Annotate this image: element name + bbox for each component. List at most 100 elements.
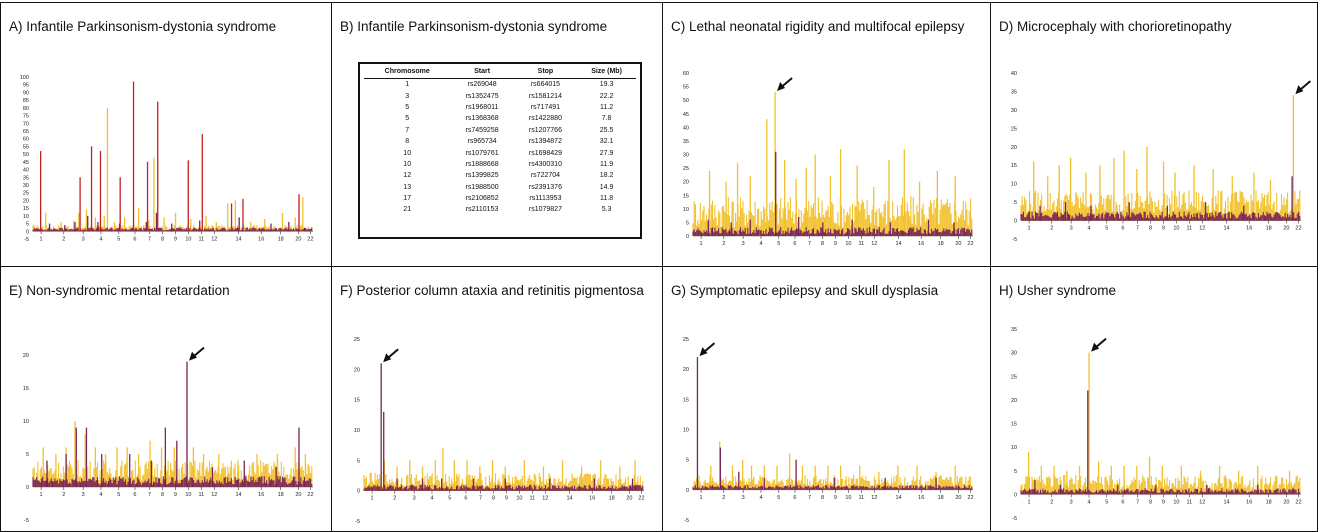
table-cell: rs1394872 <box>528 138 562 146</box>
x-tick-label: 4 <box>759 241 762 247</box>
x-tick-label: 22 <box>307 492 313 498</box>
table-header-cell: Size (Mb) <box>577 66 636 79</box>
x-tick-label: 4 <box>1087 226 1090 232</box>
table-cell: 17 <box>403 195 412 203</box>
table-cell: rs4300310 <box>528 160 562 168</box>
x-tick-label: 18 <box>938 495 944 501</box>
x-tick-label: 8 <box>821 241 824 247</box>
x-tick-label: 10 <box>185 236 191 242</box>
x-tick-label: 3 <box>742 495 745 501</box>
y-tick-label: 15 <box>354 398 360 404</box>
x-tick-label: 9 <box>834 495 837 501</box>
table-cell: 11.9 <box>600 160 614 168</box>
y-tick-label: 0 <box>686 234 689 240</box>
y-tick-label: -5 <box>1012 237 1017 243</box>
table-cell: 10 <box>403 160 412 168</box>
x-tick-label: 2 <box>722 495 725 501</box>
y-tick-label: 20 <box>354 367 360 373</box>
y-tick-label: 0 <box>26 229 29 235</box>
x-tick-label: 10 <box>516 496 522 502</box>
segment-table: Chromosome Start Stop Size (Mb) 1 rs26904… <box>364 66 636 216</box>
y-tick-label: 70 <box>23 121 29 127</box>
x-tick-label: 22 <box>1295 499 1301 505</box>
x-tick-label: 9 <box>174 236 177 242</box>
y-tick-label: -5 <box>684 518 689 524</box>
y-tick-label: -5 <box>1012 516 1017 522</box>
y-tick-label: 0 <box>1014 492 1017 498</box>
x-tick-label: 7 <box>1136 499 1139 505</box>
table-cell: 27.9 <box>599 149 614 157</box>
series-purple <box>32 212 313 232</box>
x-tick-label: 11 <box>1186 226 1192 232</box>
y-tick-label: 60 <box>23 137 29 143</box>
y-tick-label: 95 <box>23 83 29 89</box>
x-tick-label: 8 <box>1149 226 1152 232</box>
x-tick-label: 2 <box>393 496 396 502</box>
panel-h: H) Usher syndrome -5 0 5 10 15 20 25 30 35 1 2 3 4 5 6… <box>990 266 1318 532</box>
y-tick-label: 25 <box>23 191 29 197</box>
x-tick-label: 8 <box>161 236 164 242</box>
y-tick-label: 40 <box>1011 71 1017 77</box>
table-cell: rs1422880 <box>528 115 562 123</box>
table-cell: 5 <box>405 103 410 111</box>
x-tick-label: 8 <box>1149 499 1152 505</box>
y-tick-label: 0 <box>1014 219 1017 225</box>
x-tick-label: 8 <box>821 495 824 501</box>
x-tick-label: 22 <box>967 241 973 247</box>
x-tick-label: 10 <box>845 241 851 247</box>
series-yellow <box>1020 95 1301 221</box>
table-row: 10 rs1079761 rs1698429 27.9 <box>364 147 636 158</box>
y-tick-label: 15 <box>683 397 689 403</box>
x-tick-label: 22 <box>638 496 644 502</box>
x-tick-label: 12 <box>211 492 217 498</box>
table-cell: 11.8 <box>600 195 614 203</box>
x-tick-label: 20 <box>955 241 961 247</box>
y-tick-label: 50 <box>23 152 29 158</box>
series-yellow <box>692 441 973 490</box>
y-tick-label: 35 <box>683 139 689 145</box>
table-row: 5 rs1968011 rs717491 11.2 <box>364 102 636 113</box>
table-cell: rs1698429 <box>528 149 562 157</box>
table-cell: 10 <box>403 149 412 157</box>
x-tick-label: 18 <box>278 236 284 242</box>
x-tick-label: 10 <box>1173 499 1179 505</box>
x-tick-label: 9 <box>505 496 508 502</box>
x-tick-label: 16 <box>258 492 264 498</box>
x-tick-label: 2 <box>62 236 65 242</box>
series-red <box>39 81 300 232</box>
panel-d-title: D) Microcephaly with chorioretinopathy <box>999 19 1232 34</box>
x-tick-label: 10 <box>1173 226 1179 232</box>
x-tick-label: 6 <box>1121 499 1124 505</box>
panel-a: A) Infantile Parkinsonism-dystonia syndr… <box>0 2 333 268</box>
arrow-annotation <box>777 77 793 92</box>
table-cell: rs1399825 <box>465 172 499 180</box>
table-cell: rs1207766 <box>528 126 562 134</box>
table-cell: 8 <box>405 138 410 146</box>
x-tick-label: 12 <box>1199 499 1205 505</box>
x-tick-label: 14 <box>235 236 241 242</box>
x-tick-label: 10 <box>185 492 191 498</box>
series-yellow <box>692 92 973 236</box>
x-tick-label: 12 <box>871 495 877 501</box>
y-tick-label: 40 <box>23 168 29 174</box>
table-row: 17 rs2106852 rs1113953 11.8 <box>364 193 636 204</box>
series-noise-floor <box>1020 211 1301 221</box>
table-cell: 5 <box>405 115 410 123</box>
arrow-head <box>1091 342 1100 352</box>
x-tick-label: 3 <box>1070 499 1073 505</box>
table-cell: 12 <box>403 172 412 180</box>
x-tick-label: 3 <box>82 492 85 498</box>
y-tick-label: 5 <box>1014 200 1017 206</box>
table-cell: 19.3 <box>599 81 614 89</box>
series-noise-floor <box>692 484 973 490</box>
series-purple <box>692 151 973 236</box>
table-header-row: Chromosome Start Stop Size (Mb) <box>364 66 636 79</box>
table-cell: 1 <box>405 81 410 89</box>
x-tick-label: 6 <box>464 496 467 502</box>
table-cell: rs2391376 <box>528 183 562 191</box>
panel-c-title: C) Lethal neonatal rigidity and multifoc… <box>671 19 965 34</box>
x-tick-label: 5 <box>117 236 120 242</box>
x-tick-label: 20 <box>1283 226 1289 232</box>
